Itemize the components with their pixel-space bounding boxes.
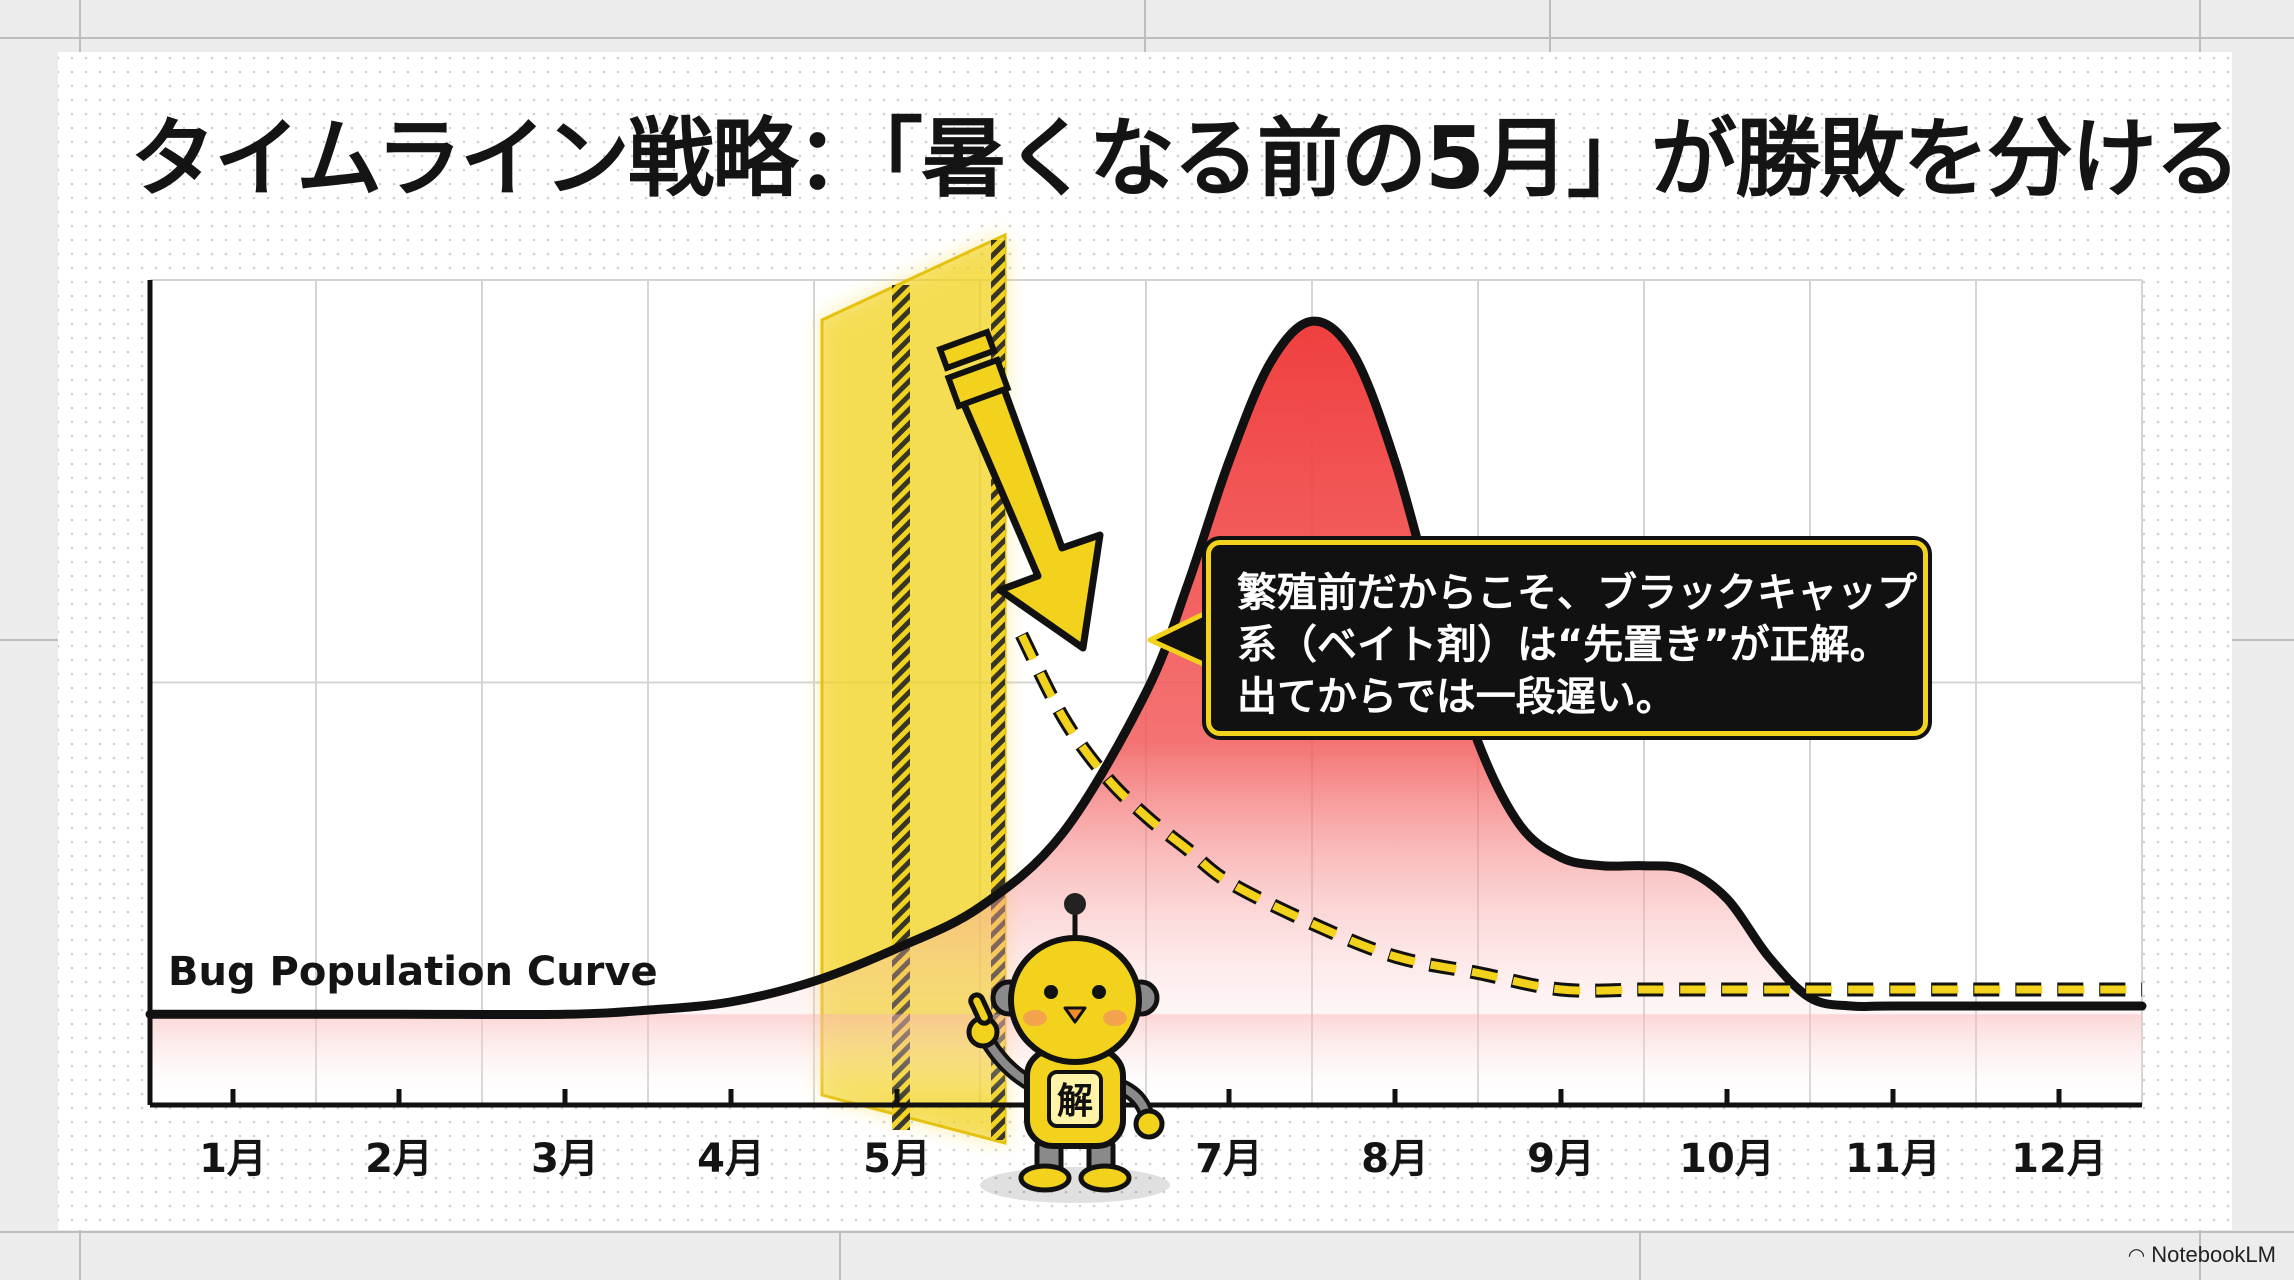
- mascot-eye: [1044, 985, 1058, 999]
- x-tick-label: 1月: [199, 1136, 267, 1182]
- watermark: ◠ NotebookLM: [2128, 1242, 2276, 1268]
- highlight-stripe: [892, 285, 910, 1130]
- mascot-badge: [1047, 1070, 1103, 1128]
- mascot-cheek: [1103, 1010, 1127, 1026]
- mascot-head: [1008, 935, 1142, 1065]
- mascot-badge-label: 解: [1057, 1081, 1093, 1122]
- callout-line: 出てからでは一段遅い。: [1237, 674, 1676, 720]
- x-tick-label: 9月: [1527, 1136, 1595, 1182]
- arrow-tail-segment: [936, 328, 998, 372]
- x-tick-label: 3月: [531, 1136, 599, 1182]
- mascot-foot: [1078, 1163, 1132, 1193]
- x-tick-label: 7月: [1195, 1136, 1263, 1182]
- watermark-label: NotebookLM: [2151, 1242, 2276, 1267]
- mascot-cheek: [1023, 1010, 1047, 1026]
- page-title: タイムライン戦略：「暑くなる前の5月」が勝敗を分ける: [130, 109, 2241, 209]
- x-tick-label: 12月: [2011, 1136, 2107, 1182]
- x-tick-label: 8月: [1361, 1136, 1429, 1182]
- callout-line: 系（ベイト剤）は“先置き”が正解。: [1237, 622, 1890, 668]
- robot-chick-mascot-icon: 解: [966, 893, 1170, 1203]
- callout-box: 繁殖前だからこそ、ブラックキャップ 系（ベイト剤）は“先置き”が正解。 出てから…: [1206, 540, 1928, 736]
- mascot-foot: [1018, 1163, 1072, 1193]
- notebooklm-logo-icon: ◠: [2127, 1244, 2146, 1267]
- population-area-fill: [150, 321, 2142, 1106]
- x-tick-label: 4月: [697, 1136, 765, 1182]
- x-tick-label: 11月: [1845, 1136, 1941, 1182]
- mascot-shadow: [980, 1167, 1170, 1203]
- arrow-tail-segment: [944, 356, 1012, 410]
- x-tick-label: 2月: [365, 1136, 433, 1182]
- series-label: Bug Population Curve: [168, 949, 658, 995]
- x-tick-label: 10月: [1679, 1136, 1775, 1182]
- population-curve-line: [145, 316, 2147, 1020]
- mascot-antenna-tip: [1064, 893, 1086, 915]
- mascot-eye: [1092, 985, 1106, 999]
- x-tick-label: 5月: [863, 1136, 931, 1182]
- down-arrow-icon: [956, 374, 1104, 652]
- mascot-pointing-finger: [968, 992, 993, 1026]
- bait-effect-dashed-line: [1017, 632, 2142, 995]
- mascot-beak: [1063, 1006, 1087, 1024]
- mascot-hand: [1133, 1108, 1165, 1140]
- baseline-fill: [150, 1014, 2142, 1105]
- callout-line: 繁殖前だからこそ、ブラックキャップ: [1237, 570, 1917, 616]
